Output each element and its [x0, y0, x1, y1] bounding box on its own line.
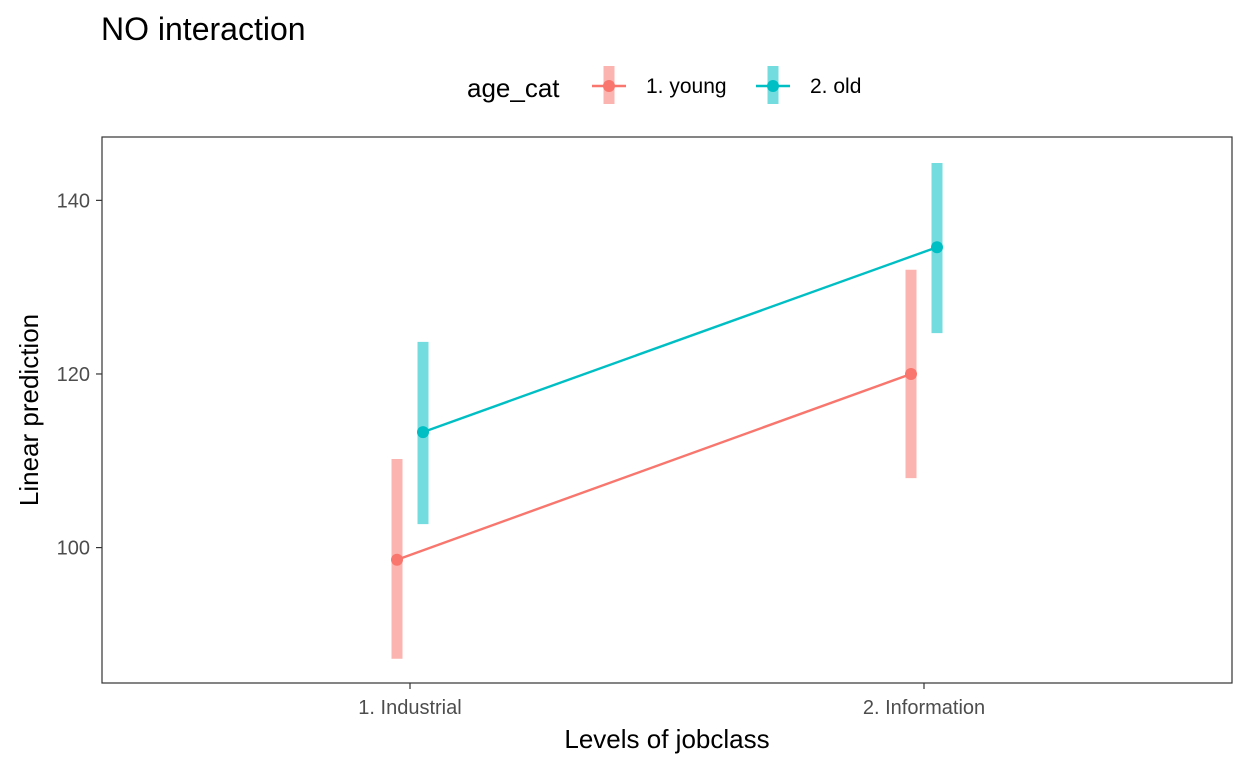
y-axis: 100 120 140 — [57, 190, 102, 560]
legend-title: age_cat — [467, 73, 560, 103]
point-series-1-1 — [931, 241, 943, 254]
y-axis-title: Linear prediction — [14, 314, 44, 506]
point-series-0-1 — [905, 367, 917, 380]
y-tick-label-2: 140 — [57, 190, 90, 212]
point-series-0-0 — [391, 553, 403, 566]
legend-key-point-1 — [767, 80, 779, 92]
chart-title: NO interaction — [101, 11, 306, 47]
plot-panel — [101, 136, 1233, 684]
x-axis: 1. Industrial 2. Information — [358, 683, 985, 719]
plot-marks — [391, 163, 943, 659]
x-axis-title: Levels of jobclass — [564, 724, 769, 754]
legend: age_cat 1. young 2. old — [467, 66, 861, 104]
x-tick-label-1: 2. Information — [863, 697, 985, 719]
y-tick-label-0: 100 — [57, 538, 90, 560]
series-line-1 — [422, 246, 938, 434]
x-tick-label-0: 1. Industrial — [358, 697, 461, 719]
point-series-1-0 — [417, 426, 429, 439]
legend-label-0: 1. young — [646, 75, 727, 98]
legend-key-point-0 — [603, 80, 615, 92]
y-tick-label-1: 120 — [57, 364, 90, 386]
legend-label-1: 2. old — [810, 75, 861, 98]
series-line-0 — [396, 372, 912, 561]
